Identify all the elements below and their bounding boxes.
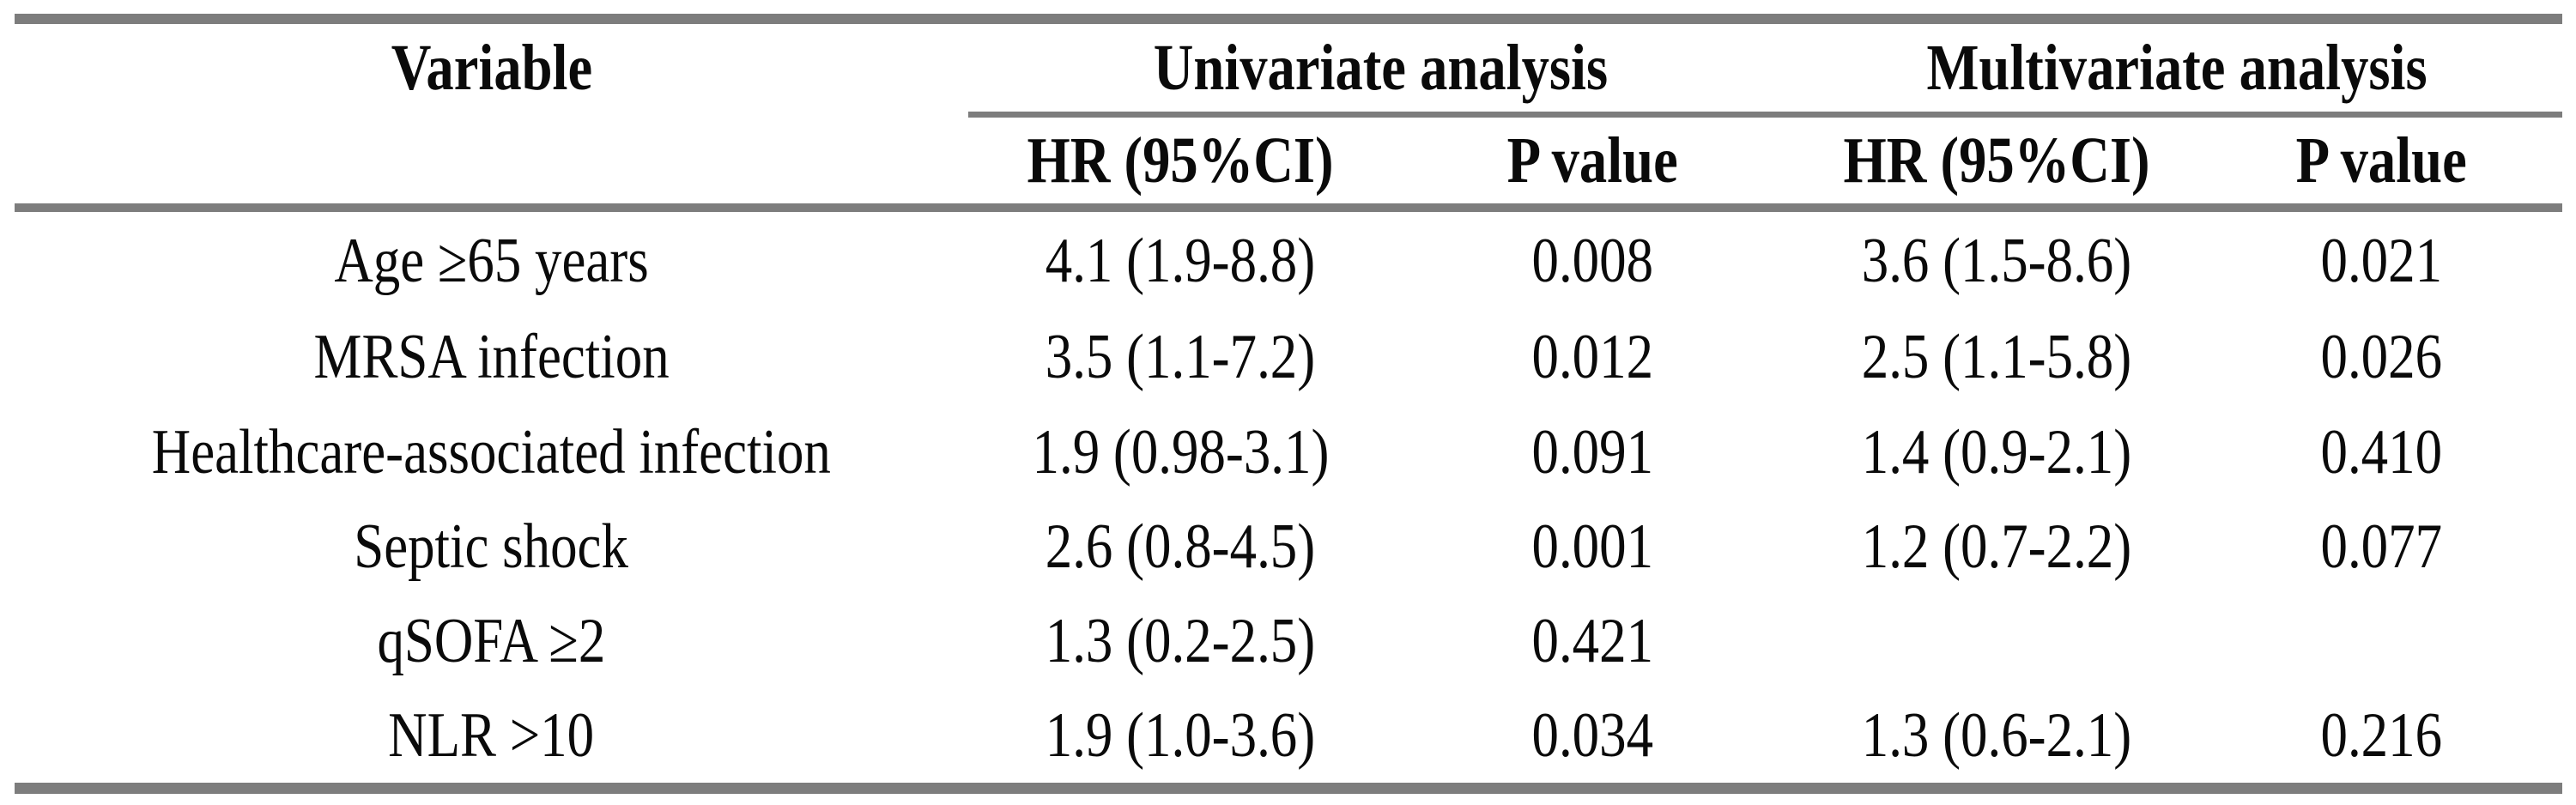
- results-table: Variable Univariate analysis Multivariat…: [15, 0, 2562, 794]
- uni-hr-cell: 1.9 (1.0-3.6): [968, 688, 1392, 783]
- multi-pvalue-cell: 0.021: [2201, 212, 2562, 309]
- multi-hr-cell: 3.6 (1.5-8.6): [1792, 212, 2201, 309]
- multi-hr-text: 2.5 (1.1-5.8): [1861, 322, 2132, 392]
- uni-hr-cell: 3.5 (1.1-7.2): [968, 309, 1392, 405]
- multi-pvalue-text: 0.021: [2320, 225, 2443, 296]
- uni-pvalue-text: 0.034: [1531, 700, 1653, 771]
- column-header-spacer: [15, 118, 968, 203]
- header-row-groups: Variable Univariate analysis Multivariat…: [15, 24, 2562, 112]
- header-row-subcolumns: HR (95%CI) P value HR (95%CI) P value: [15, 118, 2562, 203]
- uni-pvalue-text: 0.008: [1531, 225, 1653, 296]
- multi-hr-text: 1.3 (0.6-2.1): [1861, 700, 2132, 771]
- column-header-uni-hr-label: HR (95%CI): [1027, 124, 1334, 197]
- column-header-uni-pvalue-label: P value: [1506, 124, 1678, 197]
- column-header-multi-hr-label: HR (95%CI): [1843, 124, 2150, 197]
- variable-cell: Age ≥65 years: [15, 212, 968, 309]
- uni-hr-cell: 1.9 (0.98-3.1): [968, 405, 1392, 499]
- uni-hr-text: 4.1 (1.9-8.8): [1045, 225, 1316, 296]
- column-header-multivariate: Multivariate analysis: [1792, 24, 2562, 112]
- multi-pvalue-text: 0.410: [2320, 417, 2443, 487]
- column-header-uni-hr: HR (95%CI): [968, 118, 1392, 203]
- multi-hr-cell: 1.2 (0.7-2.2): [1792, 499, 2201, 594]
- uni-pvalue-text: 0.091: [1531, 417, 1653, 487]
- multi-pvalue-cell: 0.410: [2201, 405, 2562, 499]
- multi-pvalue-text: 0.077: [2320, 511, 2443, 582]
- multi-pvalue-cell: 0.216: [2201, 688, 2562, 783]
- uni-pvalue-cell: 0.091: [1392, 405, 1792, 499]
- column-header-univariate-label: Univariate analysis: [1153, 32, 1608, 104]
- variable-text: MRSA infection: [313, 322, 670, 392]
- multi-hr-text: 1.2 (0.7-2.2): [1861, 511, 2132, 582]
- variable-cell: Healthcare-associated infection: [15, 405, 968, 499]
- column-header-variable: Variable: [15, 24, 968, 112]
- multi-pvalue-cell: 0.026: [2201, 309, 2562, 405]
- bottom-rule: [15, 783, 2562, 794]
- uni-pvalue-cell: 0.012: [1392, 309, 1792, 405]
- column-header-variable-label: Variable: [391, 32, 592, 104]
- variable-text: Septic shock: [354, 511, 629, 582]
- multi-pvalue-text: 0.216: [2320, 700, 2443, 771]
- variable-cell: qSOFA ≥2: [15, 594, 968, 688]
- uni-pvalue-text: 0.421: [1531, 606, 1653, 676]
- uni-hr-cell: 4.1 (1.9-8.8): [968, 212, 1392, 309]
- uni-hr-text: 1.9 (1.0-3.6): [1045, 700, 1316, 771]
- uni-pvalue-cell: 0.034: [1392, 688, 1792, 783]
- uni-hr-cell: 2.6 (0.8-4.5): [968, 499, 1392, 594]
- variable-text: NLR >10: [388, 700, 595, 771]
- multi-hr-cell: 1.4 (0.9-2.1): [1792, 405, 2201, 499]
- multi-pvalue-cell-empty: [2201, 594, 2562, 688]
- variable-text: qSOFA ≥2: [377, 606, 606, 676]
- column-header-multi-hr: HR (95%CI): [1792, 118, 2201, 203]
- variable-cell: Septic shock: [15, 499, 968, 594]
- column-header-multi-pvalue: P value: [2201, 118, 2562, 203]
- column-header-multi-pvalue-label: P value: [2295, 124, 2468, 197]
- uni-hr-cell: 1.3 (0.2-2.5): [968, 594, 1392, 688]
- uni-hr-text: 2.6 (0.8-4.5): [1045, 511, 1316, 582]
- multi-pvalue-cell: 0.077: [2201, 499, 2562, 594]
- variable-cell: MRSA infection: [15, 309, 968, 405]
- uni-hr-text: 1.3 (0.2-2.5): [1045, 606, 1316, 676]
- top-rule: [15, 14, 2562, 24]
- header-bottom-rule: [15, 203, 2562, 212]
- uni-pvalue-cell: 0.421: [1392, 594, 1792, 688]
- multi-hr-cell: 1.3 (0.6-2.1): [1792, 688, 2201, 783]
- header-span-rule: [968, 112, 2562, 118]
- variable-text: Age ≥65 years: [334, 225, 649, 296]
- uni-pvalue-cell: 0.008: [1392, 212, 1792, 309]
- uni-hr-text: 3.5 (1.1-7.2): [1045, 322, 1316, 392]
- variable-text: Healthcare-associated infection: [151, 417, 832, 487]
- uni-pvalue-text: 0.012: [1531, 322, 1653, 392]
- column-header-uni-pvalue: P value: [1392, 118, 1792, 203]
- table-body: Age ≥65 years 4.1 (1.9-8.8) 0.008 3.6 (1…: [15, 212, 2562, 783]
- uni-hr-text: 1.9 (0.98-3.1): [1032, 417, 1329, 487]
- multi-hr-cell: 2.5 (1.1-5.8): [1792, 309, 2201, 405]
- multi-hr-cell-empty: [1792, 594, 2201, 688]
- column-header-multivariate-label: Multivariate analysis: [1926, 32, 2428, 104]
- uni-pvalue-text: 0.001: [1531, 511, 1653, 582]
- multi-hr-text: 1.4 (0.9-2.1): [1861, 417, 2132, 487]
- multi-pvalue-text: 0.026: [2320, 322, 2443, 392]
- uni-pvalue-cell: 0.001: [1392, 499, 1792, 594]
- column-header-univariate: Univariate analysis: [968, 24, 1792, 112]
- variable-cell: NLR >10: [15, 688, 968, 783]
- multi-hr-text: 3.6 (1.5-8.6): [1861, 225, 2132, 296]
